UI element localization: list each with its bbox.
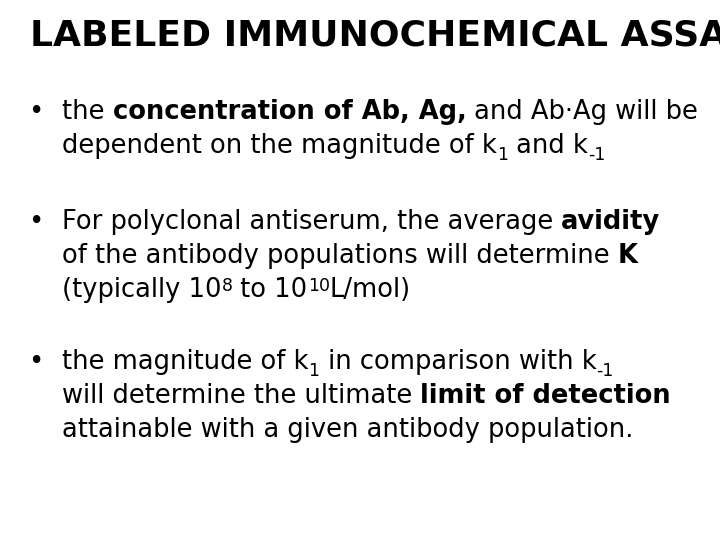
Text: attainable with a given antibody population.: attainable with a given antibody populat… [62, 417, 634, 443]
Text: (typically 10: (typically 10 [62, 277, 222, 303]
Text: 1: 1 [497, 146, 508, 164]
Text: •: • [28, 349, 43, 375]
Text: -1: -1 [596, 362, 613, 380]
Text: of the antibody populations will determine: of the antibody populations will determi… [62, 243, 618, 269]
Text: dependent on the magnitude of k: dependent on the magnitude of k [62, 133, 497, 159]
Text: 10: 10 [307, 277, 330, 295]
Text: L/mol): L/mol) [330, 277, 410, 303]
Text: 1: 1 [308, 362, 320, 380]
Text: will determine the ultimate: will determine the ultimate [62, 383, 420, 409]
Text: LABELED IMMUNOCHEMICAL ASSAYS: LABELED IMMUNOCHEMICAL ASSAYS [30, 18, 720, 52]
Text: and Ab·Ag will be: and Ab·Ag will be [467, 99, 698, 125]
Text: the magnitude of k: the magnitude of k [62, 349, 308, 375]
Text: the: the [62, 99, 112, 125]
Text: -1: -1 [588, 146, 605, 164]
Text: to 10: to 10 [233, 277, 307, 303]
Text: limit of detection: limit of detection [420, 383, 671, 409]
Text: concentration of Ab, Ag,: concentration of Ab, Ag, [112, 99, 467, 125]
Text: K: K [618, 243, 638, 269]
Text: For polyclonal antiserum, the average: For polyclonal antiserum, the average [62, 209, 562, 235]
Text: in comparison with k: in comparison with k [320, 349, 596, 375]
Text: avidity: avidity [562, 209, 660, 235]
Text: and k: and k [508, 133, 588, 159]
Text: •: • [28, 99, 43, 125]
Text: •: • [28, 209, 43, 235]
Text: 8: 8 [222, 277, 233, 295]
